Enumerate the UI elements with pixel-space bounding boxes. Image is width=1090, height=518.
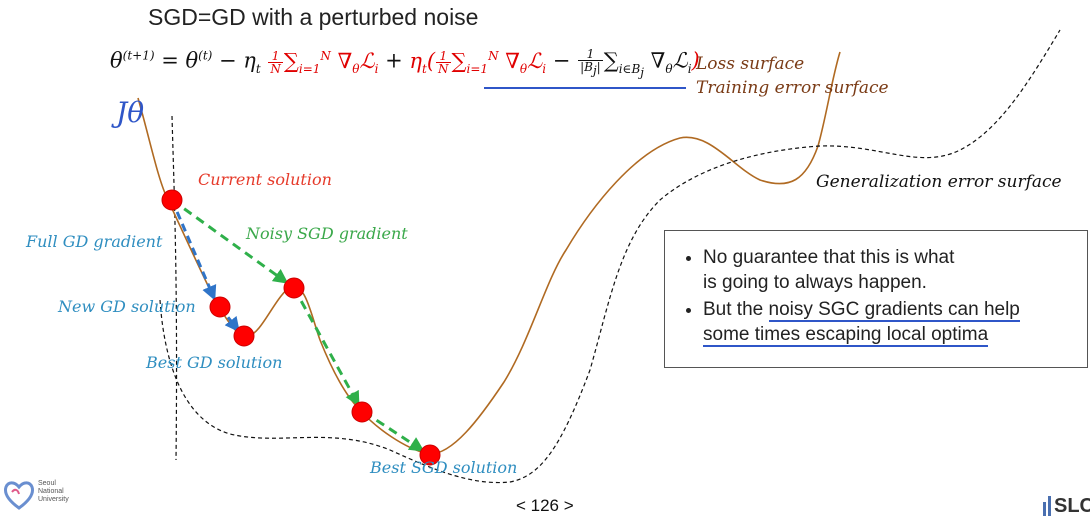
sgd-arrow-2 [292, 287, 360, 407]
slide-title: SGD=GD with a perturbed noise [148, 4, 479, 30]
label-noisy-sgd-gradient: Noisy SGD gradient [246, 224, 408, 243]
update-formula: θ(t+1) = θ(t) − ηt 1 N ∑i=1N ∇θℒi + ηt(1 N ∑… [110, 47, 700, 80]
formula-plus: + [378, 48, 410, 73]
formula-lhs-sup: (t+1) [122, 48, 155, 63]
label-best-sgd-solution: Best SGD solution [370, 458, 518, 477]
lab-logo-text: SLCF [1054, 495, 1090, 517]
point-sgd-step [283, 277, 305, 299]
bars-logo-icon [1043, 496, 1051, 516]
point-best-gd-solution [233, 325, 255, 347]
label-current-solution: Current solution [198, 170, 332, 189]
note-item-2: But the noisy SGC gradients can helpsome… [703, 297, 1087, 347]
label-generalization-error-surface: Generalization error surface [816, 172, 1062, 192]
gd-arrow-to-new [170, 199, 217, 301]
formula-eta-sub: t [255, 61, 261, 76]
formula-theta-sup: (t) [198, 48, 213, 63]
current-position-dashed-line [171, 115, 178, 461]
point-current-solution [161, 189, 183, 211]
formula-minus: − [546, 48, 578, 73]
generalization-surface-curve [159, 29, 1061, 484]
formula-eq: = [154, 48, 186, 73]
label-training-error-surface: Training error surface [696, 78, 889, 98]
sgd-arrow-3 [363, 410, 425, 452]
j-theta-axis-label: Jθ [116, 96, 145, 129]
sgd-arrow-1 [171, 198, 289, 284]
university-logo-text: Seoul National University [38, 480, 69, 503]
formula-noise-term: ηt(1 N ∑i=1N ∇θℒi [409, 48, 547, 76]
label-new-gd-solution: New GD solution [58, 297, 196, 316]
label-best-gd-solution: Best GD solution [146, 353, 283, 372]
formula-theta: θ [185, 48, 199, 73]
lab-logo: SLCF [1042, 492, 1090, 518]
formula-lhs: θ [110, 48, 123, 73]
point-best-sgd-solution [419, 444, 441, 466]
point-new-gd-solution [209, 296, 231, 318]
label-loss-surface: Loss surface [696, 54, 805, 74]
formula-close: ) [691, 48, 700, 73]
formula-minus-eta: − η [212, 48, 256, 73]
label-full-gd-gradient: Full GD gradient [26, 232, 163, 251]
heart-logo-icon [4, 481, 34, 510]
page-number: < 126 > [516, 496, 574, 515]
point-sgd-step-2 [351, 401, 373, 423]
formula-fraction-batch: 1 |Bj| [578, 47, 603, 78]
university-logo: Seoul National University [2, 478, 69, 518]
formula-gd-term: 1 N ∑i=1N ∇θℒi [268, 48, 379, 76]
